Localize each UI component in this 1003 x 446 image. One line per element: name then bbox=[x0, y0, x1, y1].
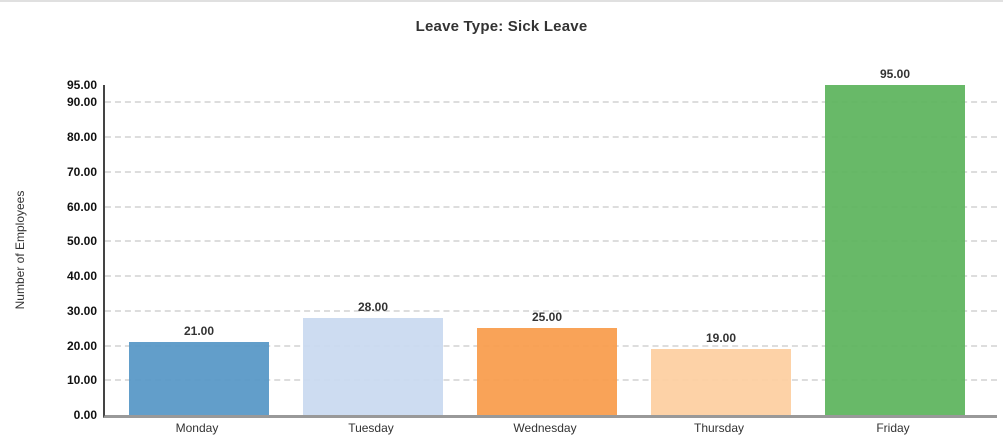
gridline bbox=[105, 101, 997, 104]
x-axis-label-monday: Monday bbox=[175, 421, 219, 435]
y-axis-tick-label: 70.00 bbox=[66, 164, 97, 179]
bar-friday[interactable] bbox=[825, 85, 965, 415]
gridline bbox=[105, 275, 997, 278]
bar-thursday[interactable] bbox=[651, 349, 791, 415]
y-axis-tick-label: 90.00 bbox=[66, 95, 97, 110]
y-axis-tick-label: 20.00 bbox=[66, 338, 97, 353]
bar-value-label: 95.00 bbox=[879, 67, 911, 81]
y-axis-tick-label: 40.00 bbox=[66, 269, 97, 284]
bar-value-label: 19.00 bbox=[705, 331, 737, 345]
y-axis-tick-label: 50.00 bbox=[66, 234, 97, 249]
y-axis-tick-label: 0.00 bbox=[73, 408, 97, 422]
gridline bbox=[105, 240, 997, 243]
x-axis-label-wednesday: Wednesday bbox=[513, 421, 577, 435]
bar-value-label: 25.00 bbox=[531, 310, 563, 325]
bar-value-label: 21.00 bbox=[183, 324, 215, 339]
gridline bbox=[105, 170, 997, 173]
gridline bbox=[105, 309, 997, 312]
y-axis-tick-label: 30.00 bbox=[66, 303, 97, 318]
y-axis-tick-label: 10.00 bbox=[66, 373, 97, 388]
x-axis-label-friday: Friday bbox=[876, 421, 910, 435]
y-axis-tick-label: 80.00 bbox=[66, 130, 97, 145]
chart-title: Leave Type: Sick Leave bbox=[415, 18, 588, 35]
y-axis-labels: 0.00 10.00 20.00 30.00 40.00 50.00 60.00 70.00 8… bbox=[0, 78, 97, 422]
x-axis-label-tuesday: Tuesday bbox=[348, 421, 394, 435]
bar-monday[interactable] bbox=[129, 342, 269, 415]
y-axis-tick-label: 95.00 bbox=[66, 78, 97, 92]
x-axis-labels: Monday Tuesday Wednesday Thursday Friday bbox=[0, 421, 1003, 441]
x-axis-label-thursday: Thursday bbox=[693, 421, 745, 435]
bar-value-label: 28.00 bbox=[357, 299, 389, 314]
bar-wednesday[interactable] bbox=[477, 328, 617, 415]
gridline bbox=[105, 205, 997, 208]
plot-area: 21.00 28.00 25.00 19.00 95.00 bbox=[103, 67, 997, 418]
bar-tuesday[interactable] bbox=[303, 317, 443, 415]
gridline bbox=[105, 136, 997, 139]
y-axis-tick-label: 60.00 bbox=[66, 199, 97, 214]
